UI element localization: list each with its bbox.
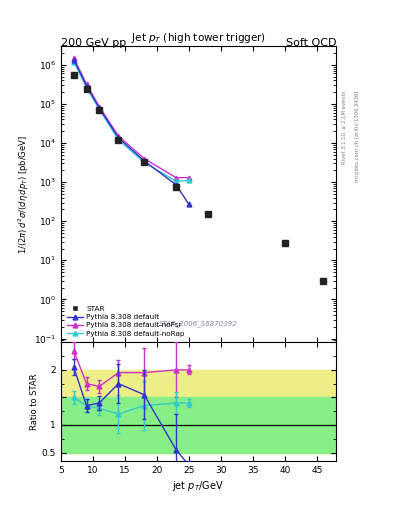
Bar bbox=[61, 370, 336, 453]
Text: mcplots.cern.ch [arXiv:1306.3436]: mcplots.cern.ch [arXiv:1306.3436] bbox=[355, 91, 360, 182]
Legend: STAR, Pythia 8.308 default, Pythia 8.308 default-noFsr, Pythia 8.308 default-noR: STAR, Pythia 8.308 default, Pythia 8.308… bbox=[64, 304, 187, 339]
X-axis label: jet $p_T$/GeV: jet $p_T$/GeV bbox=[173, 479, 224, 493]
Bar bbox=[61, 397, 336, 453]
Title: Jet $p_T$ (high tower trigger): Jet $p_T$ (high tower trigger) bbox=[131, 31, 266, 45]
Text: Soft QCD: Soft QCD bbox=[286, 38, 336, 49]
Y-axis label: Ratio to STAR: Ratio to STAR bbox=[30, 373, 39, 430]
Text: Rivet 3.1.10, ≥ 2.1M events: Rivet 3.1.10, ≥ 2.1M events bbox=[342, 91, 347, 164]
Y-axis label: $1/(2\pi)\, d^2\sigma/(d\eta\, dp_T)$ [pb/GeV]: $1/(2\pi)\, d^2\sigma/(d\eta\, dp_T)$ [p… bbox=[17, 135, 31, 253]
Text: STAR_2006_S6870392: STAR_2006_S6870392 bbox=[159, 321, 238, 328]
Text: 200 GeV pp: 200 GeV pp bbox=[61, 38, 126, 49]
